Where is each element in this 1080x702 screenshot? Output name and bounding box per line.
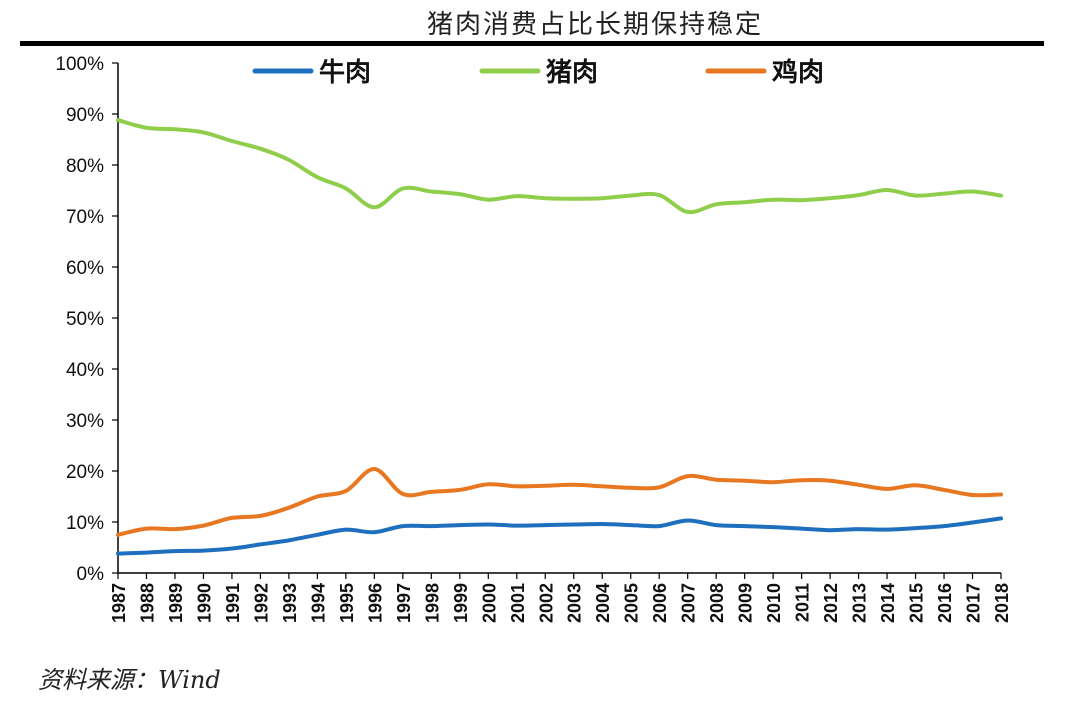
y-tick-label: 10% bbox=[66, 513, 104, 534]
x-tick-label: 2012 bbox=[821, 583, 841, 623]
y-tick-label: 70% bbox=[66, 207, 104, 228]
x-tick-label: 2008 bbox=[707, 583, 727, 623]
legend: 牛肉 猪肉 鸡肉 bbox=[252, 57, 824, 88]
series-line-chicken bbox=[116, 467, 1003, 537]
x-tick-label: 1990 bbox=[194, 583, 214, 623]
series-line-pork bbox=[116, 118, 1003, 215]
y-tick-label: 60% bbox=[66, 258, 104, 279]
x-tick-label: 1987 bbox=[109, 583, 129, 623]
x-tick-label: 2003 bbox=[565, 583, 585, 623]
y-tick-label: 20% bbox=[66, 462, 104, 483]
y-tick-label: 80% bbox=[66, 156, 104, 177]
axes: 0% 10% 20% 30% 40% 50% 60% 70% 80% 90% 100% 1987 198… bbox=[55, 54, 1012, 623]
x-tick-label: 2017 bbox=[964, 583, 984, 623]
x-tick-label: 2002 bbox=[536, 583, 556, 623]
x-tick-label: 1999 bbox=[451, 583, 471, 623]
y-tick-label: 0% bbox=[77, 564, 105, 585]
x-tick-label: 1992 bbox=[251, 583, 271, 623]
title-divider bbox=[20, 41, 1044, 46]
x-tick-label: 1994 bbox=[308, 583, 328, 623]
y-tick-label: 90% bbox=[66, 105, 104, 126]
x-tick-label: 1991 bbox=[223, 583, 243, 623]
legend-label-beef: 牛肉 bbox=[319, 58, 371, 88]
x-tick-label: 2004 bbox=[593, 583, 613, 623]
legend-label-chicken: 鸡肉 bbox=[771, 57, 824, 88]
x-tick-label: 1993 bbox=[280, 583, 300, 623]
x-tick-label: 2006 bbox=[650, 583, 670, 623]
x-tick-label: 2007 bbox=[679, 583, 699, 623]
x-tick-label: 2010 bbox=[764, 583, 784, 623]
x-tick-label: 2000 bbox=[479, 583, 499, 623]
source-note: 资料来源：Wind bbox=[38, 666, 221, 694]
x-tick-label: 2001 bbox=[508, 583, 528, 623]
series-layer bbox=[116, 118, 1003, 556]
x-tick-label: 1988 bbox=[137, 583, 157, 623]
x-tick-label: 1995 bbox=[337, 583, 357, 623]
x-tick-label: 2013 bbox=[850, 583, 870, 623]
legend-label-pork: 猪肉 bbox=[546, 58, 598, 88]
y-tick-label: 30% bbox=[66, 411, 104, 432]
x-tick-label: 1989 bbox=[166, 583, 186, 623]
series-line-beef bbox=[116, 516, 1003, 556]
x-tick-label: 2016 bbox=[935, 583, 955, 623]
x-tick-label: 2005 bbox=[622, 583, 642, 623]
y-tick-label: 50% bbox=[66, 309, 104, 330]
x-tick-label: 2011 bbox=[793, 583, 813, 622]
x-tick-label: 2009 bbox=[736, 583, 756, 623]
x-tick-label: 2014 bbox=[878, 583, 898, 623]
x-tick-label: 2018 bbox=[992, 583, 1012, 623]
x-tick-label: 2015 bbox=[907, 583, 927, 623]
x-tick-label: 1996 bbox=[365, 583, 385, 623]
x-tick-label: 1998 bbox=[422, 583, 442, 623]
x-tick-label: 1997 bbox=[394, 583, 414, 623]
y-tick-label: 100% bbox=[55, 54, 104, 75]
chart-title: 猪肉消费占比长期保持稳定 bbox=[426, 10, 763, 40]
y-tick-label: 40% bbox=[66, 360, 104, 381]
